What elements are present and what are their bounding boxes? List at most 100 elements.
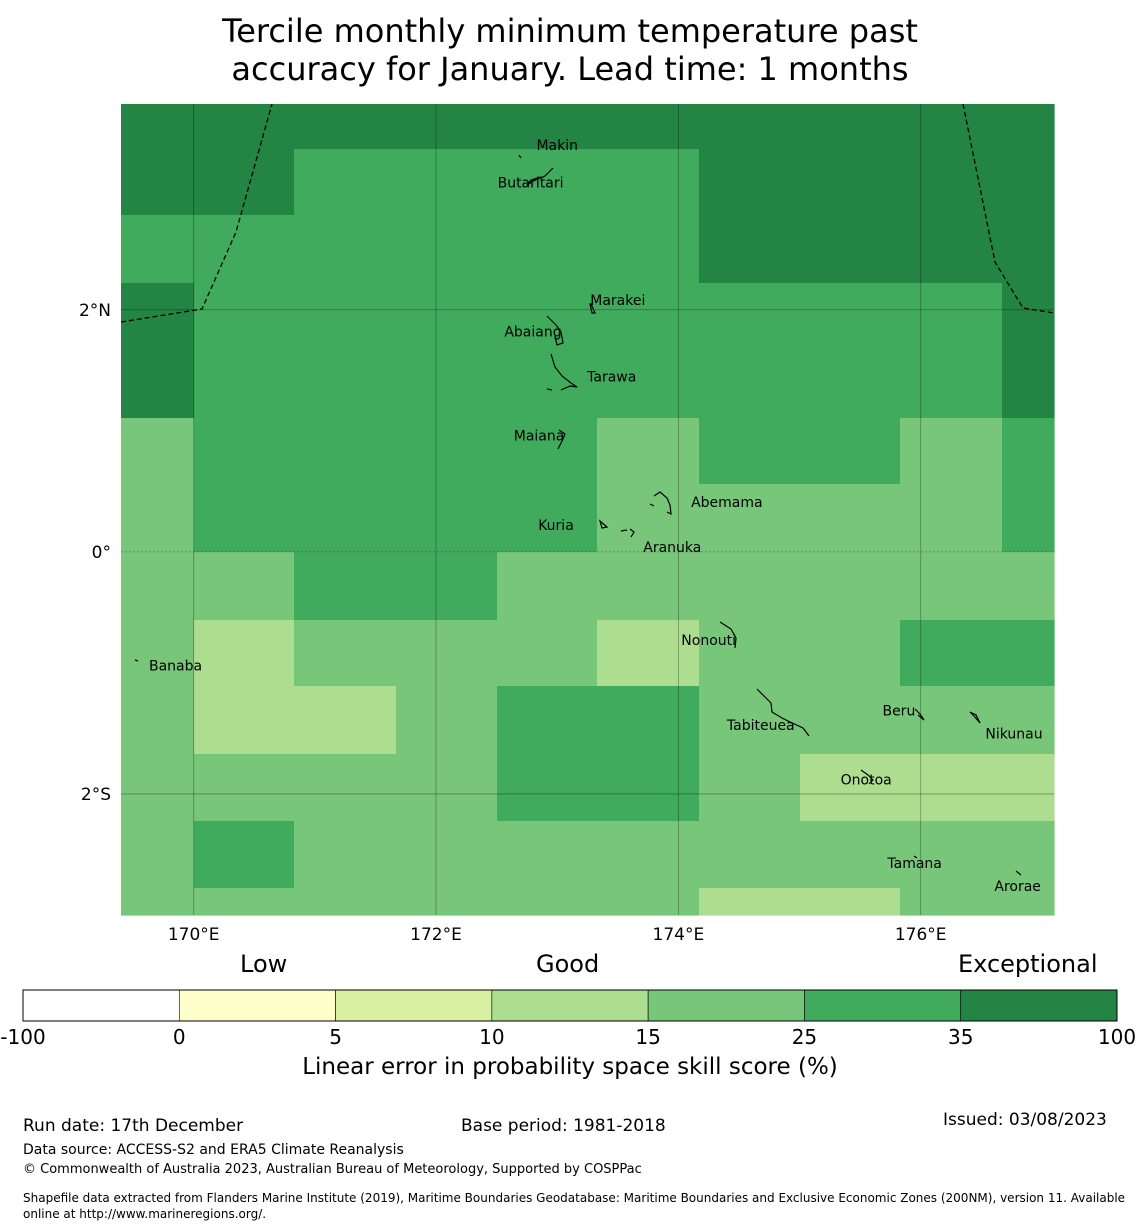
colorbar-tick-label: 15 [635, 1025, 661, 1049]
skill-cell [699, 754, 801, 822]
place-label: Banaba [149, 659, 202, 675]
skill-cell [900, 821, 1003, 889]
eez-boundary-east [962, 103, 1055, 314]
onotoa-outline [860, 769, 874, 785]
skill-cell [294, 104, 397, 150]
skill-cell [194, 104, 295, 150]
skill-cell [900, 754, 1003, 822]
skill-cell [699, 620, 801, 687]
skill-cell [121, 149, 195, 216]
skill-cell [597, 104, 700, 150]
skill-cell [194, 620, 295, 687]
place-label: Tarawa [586, 369, 636, 385]
x-tick-label: 172°E [410, 925, 462, 945]
skill-cell [497, 686, 598, 755]
x-tick-label: 176°E [895, 925, 947, 945]
skill-cell [121, 754, 195, 822]
kuria-outline [598, 519, 609, 529]
skill-cell [800, 149, 901, 216]
place-label: Onotoa [841, 772, 892, 788]
copyright-notice: © Commonwealth of Australia 2023, Austra… [23, 1162, 642, 1177]
colorbar-word-low: Low [240, 950, 288, 978]
axis-labels: 170°E 172°E 174°E 176°E 2°N 0° 2°S [79, 301, 947, 945]
skill-cell [597, 620, 700, 687]
skill-cell [1002, 149, 1055, 216]
skill-cell [699, 686, 801, 755]
colorbar-segment [178, 989, 336, 1022]
skill-cell [121, 418, 195, 485]
skill-cell [1002, 686, 1055, 755]
skill-cell [194, 552, 295, 621]
chart-title-line-1: Tercile monthly minimum temperature past [222, 12, 918, 50]
skill-cell [1002, 104, 1055, 150]
skill-cell [900, 888, 1003, 916]
y-tick-label: 2°S [81, 785, 111, 805]
skill-cell [396, 686, 498, 755]
place-label: Aranuka [643, 540, 701, 556]
colorbar-segment [960, 989, 1118, 1022]
skill-cell [1002, 620, 1055, 687]
skill-cell [1002, 821, 1055, 889]
skill-cell [1002, 215, 1055, 284]
skill-cell [497, 484, 598, 553]
place-label: Makin [536, 138, 578, 154]
skill-cell [194, 686, 295, 755]
skill-cell [294, 418, 397, 485]
skill-grid [121, 104, 1055, 916]
skill-cell [800, 686, 901, 755]
skill-cell [294, 283, 397, 419]
skill-cell [396, 418, 498, 485]
skill-cell [597, 418, 700, 485]
skill-cell [800, 484, 901, 553]
eez-boundaries [120, 103, 1055, 323]
skill-cell [294, 552, 397, 621]
place-label: Kuria [538, 518, 574, 534]
place-label: Abaiang [504, 325, 561, 341]
skill-cell [800, 754, 901, 822]
skill-cell [597, 484, 700, 553]
place-label: Tabiteuea [726, 718, 795, 734]
skill-cell [597, 754, 700, 822]
chart-title: Tercile monthly minimum temperature past… [0, 12, 1140, 88]
skill-cell [597, 283, 700, 419]
skill-cell [699, 888, 801, 916]
skill-cell [597, 888, 700, 916]
banaba-outline [134, 659, 139, 662]
skill-cell [800, 821, 901, 889]
skill-cell [121, 104, 195, 150]
colorbar-tick-label: 0 [172, 1025, 186, 1049]
skill-cell [699, 418, 801, 485]
skill-cell [121, 620, 195, 687]
colorbar-tick-label: 100 [1097, 1025, 1137, 1049]
skill-cell [800, 215, 901, 284]
skill-cell [800, 283, 901, 419]
skill-cell [294, 620, 397, 687]
skill-cell [294, 821, 397, 889]
shapefile-credit-line-1: Shapefile data extracted from Flanders M… [23, 1191, 1126, 1205]
skill-cell [121, 686, 195, 755]
skill-cell [194, 215, 295, 284]
skill-cell [900, 418, 1003, 485]
eez-boundary-west [120, 103, 273, 323]
place-label: Abemama [691, 495, 763, 511]
skill-cell [121, 821, 195, 889]
skill-cell [699, 821, 801, 889]
colorbar-segment [804, 989, 962, 1022]
colorbar [22, 989, 1118, 1022]
skill-cell [900, 686, 1003, 755]
skill-cell [497, 620, 598, 687]
skill-cell [194, 821, 295, 889]
skill-cell [396, 620, 498, 687]
tarawa-outline [550, 353, 578, 391]
nikunau-outline [969, 711, 981, 724]
abemama-outline [653, 491, 672, 516]
skill-cell [1002, 888, 1055, 916]
island-outlines [134, 154, 1022, 876]
skill-cell [699, 484, 801, 553]
colorbar-word-good: Good [536, 950, 600, 978]
skill-cell [900, 484, 1003, 553]
colorbar-tick-label: 35 [947, 1025, 974, 1049]
skill-cell [396, 149, 498, 216]
data-source: Data source: ACCESS-S2 and ERA5 Climate … [23, 1142, 404, 1158]
skill-cell [121, 552, 195, 621]
